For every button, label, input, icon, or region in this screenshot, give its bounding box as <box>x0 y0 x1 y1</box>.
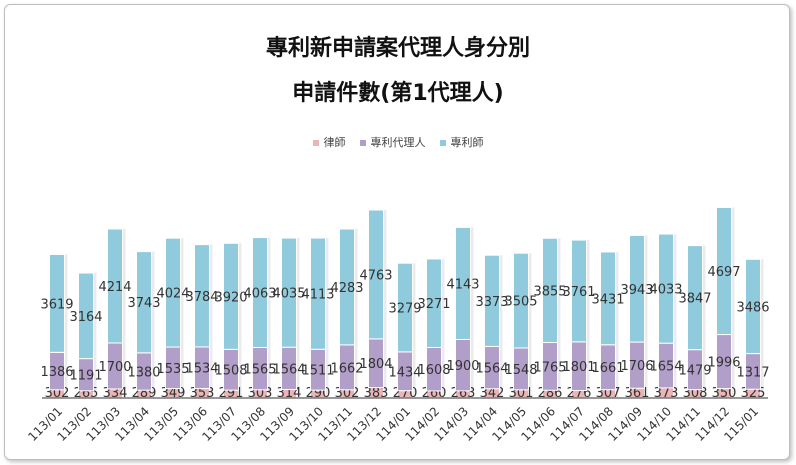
data-label: 3486 <box>736 300 769 315</box>
data-label: 3164 <box>69 310 102 325</box>
data-label: 4763 <box>359 268 392 283</box>
data-label: 4143 <box>446 277 479 292</box>
data-label: 1317 <box>736 365 769 380</box>
data-label: 3271 <box>417 297 450 312</box>
data-label: 3847 <box>678 292 711 307</box>
data-label: 4697 <box>707 265 740 280</box>
data-label: 4214 <box>98 280 131 295</box>
